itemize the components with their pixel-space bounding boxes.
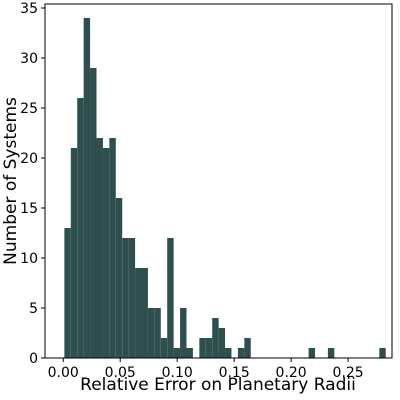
bar [218, 328, 226, 358]
bar [135, 268, 142, 358]
bar [180, 308, 187, 358]
bar [199, 338, 206, 358]
x-tick-label: 0.15 [219, 365, 250, 381]
bar [154, 308, 161, 358]
bar [147, 308, 155, 358]
bar [96, 138, 103, 358]
y-tick-label: 25 [20, 101, 38, 117]
x-tick-label: 0.20 [276, 365, 307, 381]
bar [173, 348, 181, 358]
bar [244, 338, 251, 358]
bar [308, 348, 316, 358]
bar [186, 348, 193, 358]
bar [115, 198, 123, 358]
bar [327, 348, 335, 358]
bar [212, 318, 219, 358]
x-axis-label: Relative Error on Planetary Radii [80, 375, 356, 395]
y-tick-label: 15 [20, 201, 38, 217]
bar [141, 268, 148, 358]
bar [77, 98, 84, 358]
bar [237, 348, 245, 358]
bar [109, 138, 116, 358]
y-axis-label: Number of Systems [1, 97, 21, 265]
y-tick-label: 35 [20, 1, 38, 17]
x-tick-label: 0.25 [333, 365, 364, 381]
bar [128, 238, 136, 358]
y-tick-label: 10 [20, 251, 38, 267]
bar [379, 348, 386, 358]
plot-frame [44, 3, 393, 359]
x-tick-label: 0.05 [105, 365, 136, 381]
y-tick-label: 5 [29, 301, 38, 317]
bar [225, 348, 232, 358]
bar [83, 18, 91, 358]
y-tick-label: 30 [20, 51, 38, 67]
y-tick-label: 0 [29, 351, 38, 367]
bar [122, 238, 129, 358]
bar [90, 68, 97, 358]
bar [205, 338, 213, 358]
bar [167, 238, 174, 358]
x-tick-label: 0.00 [48, 365, 79, 381]
bar [70, 148, 78, 358]
bar [160, 338, 168, 358]
bar [64, 228, 71, 358]
bar [102, 148, 110, 358]
x-tick-label: 0.10 [162, 365, 193, 381]
y-tick-label: 20 [20, 151, 38, 167]
